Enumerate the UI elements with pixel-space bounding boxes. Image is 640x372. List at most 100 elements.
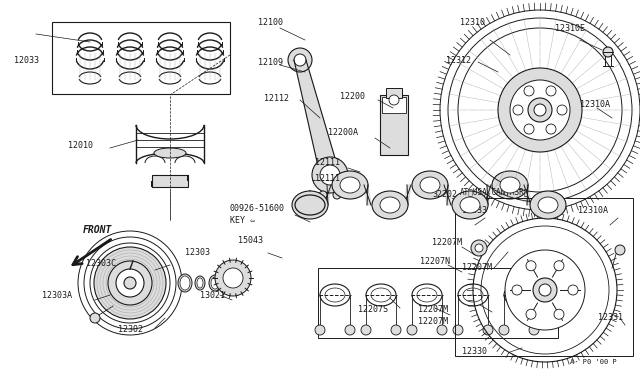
Circle shape [294, 54, 306, 66]
Text: 12303: 12303 [185, 247, 210, 257]
Circle shape [215, 260, 251, 296]
Circle shape [539, 284, 551, 296]
Text: 12207M: 12207M [418, 305, 448, 314]
Text: 12310A: 12310A [578, 205, 608, 215]
Circle shape [526, 261, 536, 271]
Text: 12207M: 12207M [432, 237, 462, 247]
Polygon shape [294, 60, 340, 175]
Bar [455, 198, 633, 356]
Ellipse shape [197, 278, 203, 288]
Ellipse shape [300, 197, 320, 213]
Ellipse shape [372, 191, 408, 219]
Circle shape [116, 269, 144, 297]
Text: 12303A: 12303A [42, 291, 72, 299]
Circle shape [513, 105, 523, 115]
Text: 32202: 32202 [432, 189, 457, 199]
Ellipse shape [295, 195, 325, 215]
Polygon shape [524, 185, 531, 205]
Text: A· P0 '00 P: A· P0 '00 P [570, 359, 617, 365]
Text: 12302: 12302 [118, 326, 143, 334]
Polygon shape [324, 185, 331, 205]
Circle shape [320, 165, 340, 185]
Ellipse shape [412, 171, 448, 199]
Circle shape [512, 285, 522, 295]
Bar [380, 95, 408, 155]
Polygon shape [484, 185, 491, 205]
Circle shape [526, 309, 536, 319]
Circle shape [499, 325, 509, 335]
Circle shape [407, 325, 417, 335]
Text: 12100: 12100 [258, 17, 283, 26]
Circle shape [471, 240, 487, 256]
Circle shape [603, 47, 613, 57]
Circle shape [528, 98, 552, 122]
Ellipse shape [460, 197, 480, 213]
Circle shape [533, 278, 557, 302]
Ellipse shape [154, 148, 186, 158]
Ellipse shape [340, 177, 360, 193]
Polygon shape [444, 185, 451, 205]
Bar [318, 268, 558, 338]
Text: 12333: 12333 [462, 205, 487, 215]
Text: FRONT: FRONT [83, 225, 113, 235]
Text: 12112: 12112 [264, 93, 289, 103]
Text: 12207M: 12207M [418, 317, 448, 327]
Circle shape [568, 285, 578, 295]
Circle shape [546, 86, 556, 96]
Circle shape [554, 261, 564, 271]
Text: 13021: 13021 [200, 291, 225, 299]
Ellipse shape [452, 191, 488, 219]
Circle shape [319, 191, 327, 199]
Bar [152, 175, 188, 187]
Circle shape [389, 95, 399, 105]
Circle shape [345, 325, 355, 335]
Polygon shape [404, 185, 411, 205]
Circle shape [108, 261, 152, 305]
Bar [382, 97, 406, 113]
Text: AT〈USA,CAN,ASR〉: AT〈USA,CAN,ASR〉 [460, 187, 529, 196]
Text: 12207N: 12207N [420, 257, 450, 266]
Ellipse shape [180, 276, 190, 290]
Ellipse shape [292, 191, 328, 219]
Ellipse shape [538, 197, 558, 213]
Circle shape [510, 80, 570, 140]
Ellipse shape [332, 171, 368, 199]
Circle shape [498, 68, 582, 152]
Circle shape [223, 268, 243, 288]
Text: 12207S: 12207S [358, 305, 388, 314]
Circle shape [483, 325, 493, 335]
Text: 12111: 12111 [315, 157, 340, 167]
Text: 12303C: 12303C [86, 259, 116, 267]
Circle shape [333, 191, 341, 199]
Circle shape [554, 309, 564, 319]
Text: 12310: 12310 [460, 17, 485, 26]
Text: 12010: 12010 [68, 141, 93, 150]
Circle shape [529, 325, 539, 335]
Circle shape [524, 124, 534, 134]
Text: 12207M: 12207M [462, 263, 492, 273]
Ellipse shape [530, 191, 566, 219]
Text: 15043: 15043 [238, 235, 263, 244]
Text: 00926-51600: 00926-51600 [230, 203, 285, 212]
Circle shape [453, 325, 463, 335]
Circle shape [534, 104, 546, 116]
Text: 12312: 12312 [446, 55, 471, 64]
Ellipse shape [178, 274, 192, 292]
Ellipse shape [500, 177, 520, 193]
Circle shape [524, 86, 534, 96]
Circle shape [546, 124, 556, 134]
Text: 12310E: 12310E [555, 23, 585, 32]
Circle shape [361, 325, 371, 335]
Polygon shape [364, 185, 371, 205]
Ellipse shape [380, 197, 400, 213]
Circle shape [391, 325, 401, 335]
Text: 12200A: 12200A [328, 128, 358, 137]
Text: 12109: 12109 [258, 58, 283, 67]
Ellipse shape [209, 275, 221, 291]
Circle shape [312, 157, 348, 193]
Ellipse shape [492, 171, 528, 199]
Circle shape [124, 277, 136, 289]
Text: 12033: 12033 [14, 55, 39, 64]
Circle shape [315, 325, 325, 335]
Text: 12331: 12331 [598, 314, 623, 323]
